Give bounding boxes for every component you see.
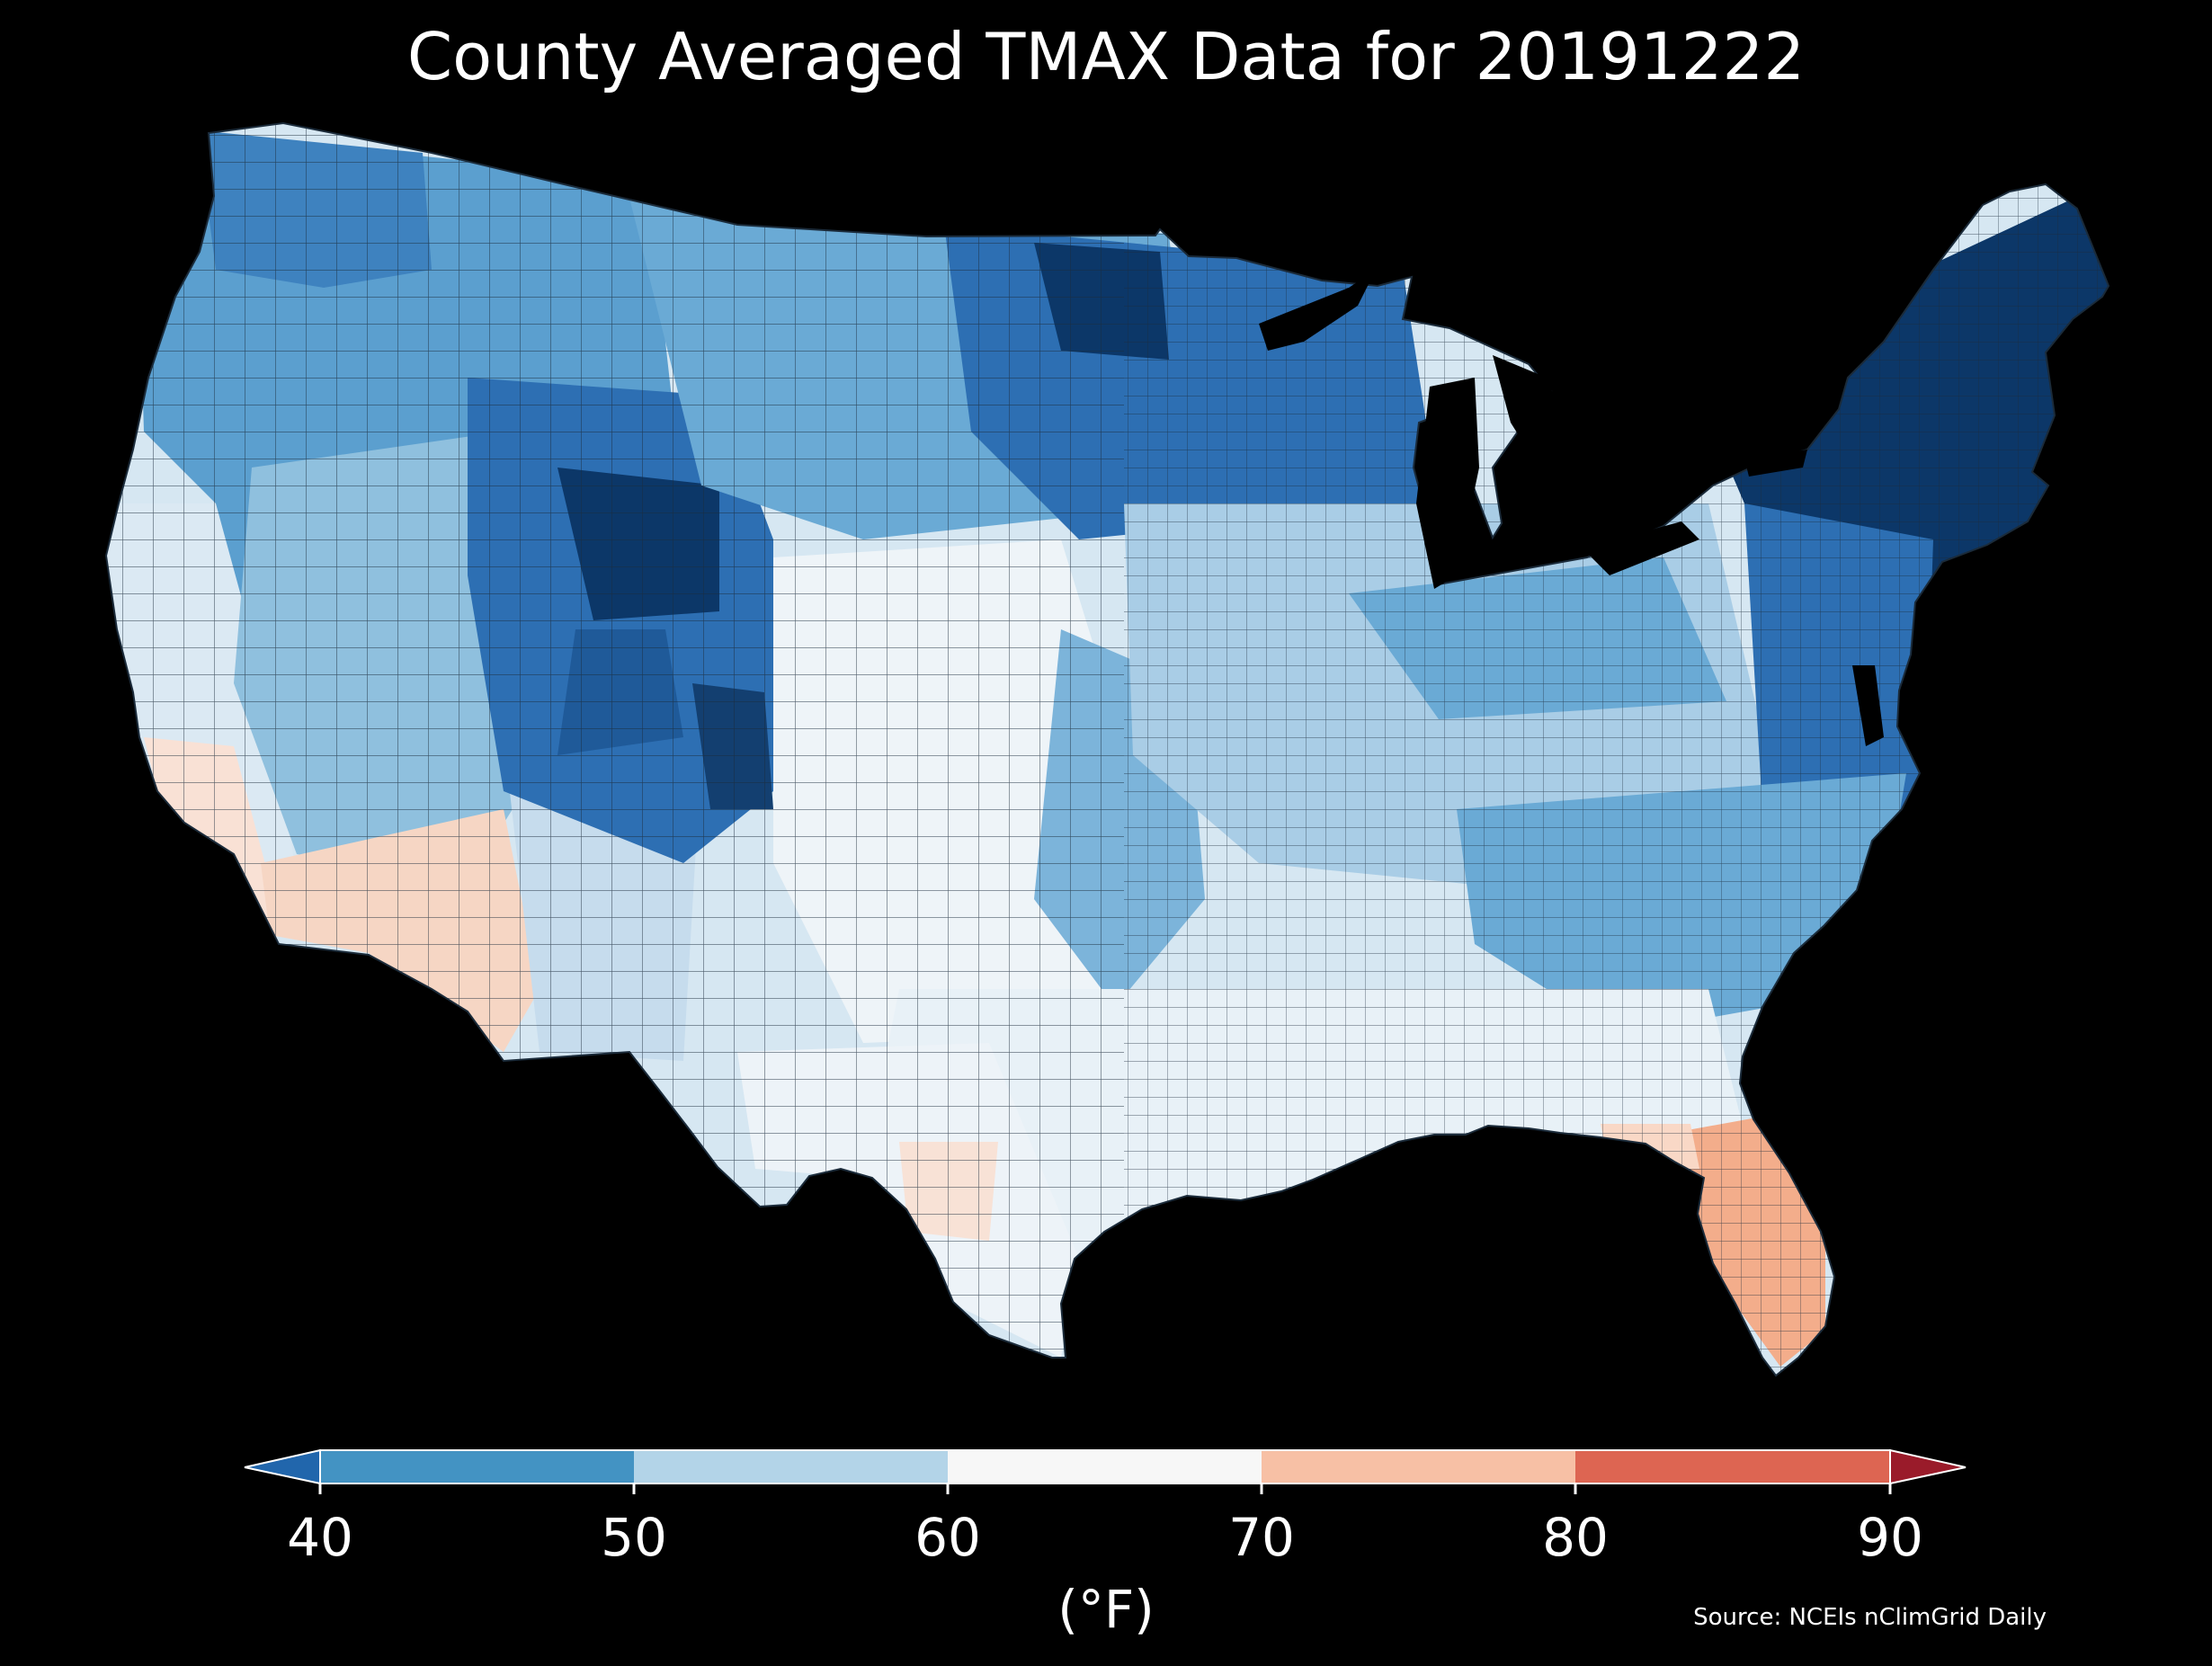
colorbar-frame [319, 1449, 1891, 1484]
lake-michigan [1416, 378, 1479, 589]
lake-huron [1493, 355, 1565, 459]
colorbar-extend-high [1889, 1448, 1967, 1485]
chesapeake-bay [1852, 665, 1884, 746]
county-borders-west [106, 123, 1124, 1376]
colorbar-unit-label: (°F) [1057, 1579, 1155, 1640]
colorbar-bin-40-50 [320, 1450, 634, 1483]
lake-erie [1583, 521, 1699, 575]
colorbar-bin-80-90 [1575, 1450, 1890, 1483]
colorbar-ticklabel-40: 40 [287, 1507, 353, 1568]
colorbar-ticklabel-60: 60 [914, 1507, 981, 1568]
colorbar-bin-70-80 [1262, 1450, 1575, 1483]
county-borders-east [1124, 123, 2109, 1376]
colorbar-ticklabel-90: 90 [1857, 1507, 1923, 1568]
colorbar-ticklabel-80: 80 [1542, 1507, 1609, 1568]
colorbar-ticklabel-70: 70 [1228, 1507, 1295, 1568]
lake-superior [1259, 270, 1376, 351]
colorbar-bin-50-60 [634, 1450, 948, 1483]
colorbar-extend-low [244, 1448, 321, 1485]
source-note: Source: NCEIs nClimGrid Daily [1693, 1604, 2047, 1631]
colorbar-bin-60-70 [948, 1450, 1262, 1483]
map-title: County Averaged TMAX Data for 20191222 [406, 19, 1806, 94]
lake-ontario [1744, 450, 1807, 477]
colorbar [244, 1448, 1967, 1494]
colorbar-ticklabel-50: 50 [601, 1507, 667, 1568]
